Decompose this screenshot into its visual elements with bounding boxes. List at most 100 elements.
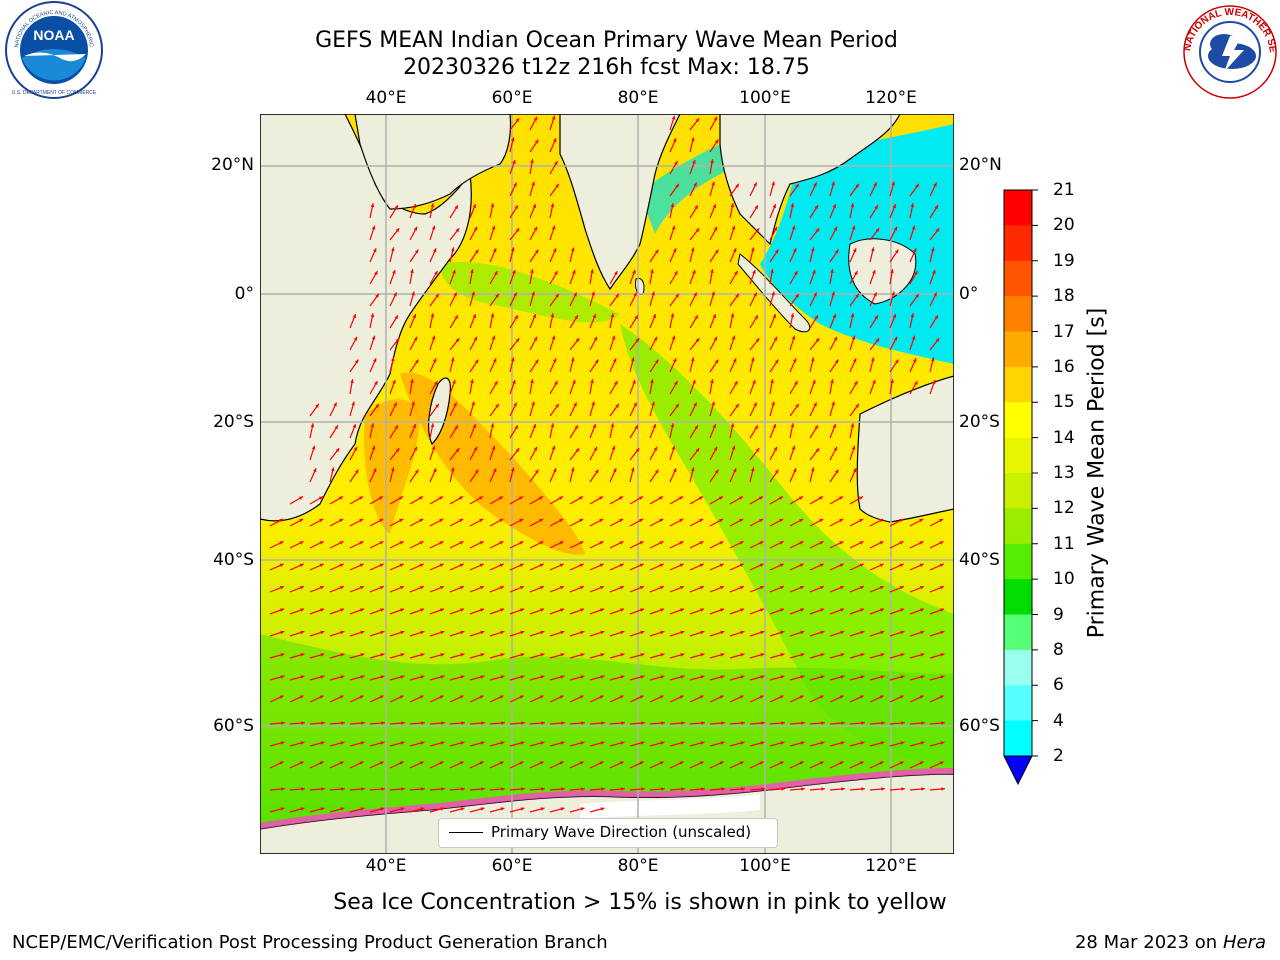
wave-arrow-head [340,608,345,612]
wave-arrow-head [699,761,704,765]
wave-arrow-head [472,204,476,209]
wave-arrow-head [434,271,438,275]
wave-arrow-head [479,695,484,699]
wave-arrow-head [512,159,516,164]
wave-arrow-head [373,468,377,473]
wave-arrow-head [839,519,844,523]
wave-arrow-head [851,335,856,340]
wave-arrow-head [670,203,675,208]
wave-arrow-head [731,445,736,450]
wave-arrow-head [399,695,404,699]
wave-arrow-head [400,630,405,635]
wave-arrow-head [281,787,285,791]
wave-arrow-head [560,653,565,657]
lon-tick-bottom: 120°E [865,856,917,876]
wave-arrow-head [771,291,775,296]
wave-arrow-head [914,381,918,385]
wave-arrow-head [620,630,625,635]
wave-arrow-head [694,315,698,320]
wave-arrow-head [871,357,875,362]
wave-arrow-head [555,293,559,298]
wave-arrow-head [779,541,784,545]
wave-arrow-head [739,761,744,765]
wave-arrow-head [919,519,924,523]
wave-arrow-head [854,271,858,275]
lat-tick-left: 20°S [213,412,254,432]
wave-arrow-head [341,721,345,725]
wave-arrow-head [734,271,738,275]
wave-arrow-head [501,721,505,725]
wave-arrow-head [472,314,476,319]
wave-arrow-head [840,653,845,657]
wave-arrow-head [520,608,525,612]
wave-arrow-head [553,358,557,363]
wave-arrow-head [939,586,944,590]
wave-arrow-head [413,336,417,341]
wave-arrow-head [880,608,885,612]
wave-arrow-head [392,379,396,384]
wave-arrow-head [759,761,764,765]
wave-arrow-head [933,182,937,187]
wave-arrow-head [659,586,664,590]
wave-arrow-head [933,292,937,297]
wave-arrow-head [831,401,835,406]
wave-arrow-head [832,314,836,319]
wave-arrow-head [539,586,544,590]
wave-arrow-head [795,293,799,298]
wave-arrow-head [733,358,737,363]
wave-arrow-head [359,586,364,590]
australia-land [856,375,954,523]
wave-arrow-head [771,181,775,186]
wave-arrow-head [673,358,677,363]
wave-arrow-head [540,653,545,657]
wave-arrow-head [620,741,625,745]
wave-arrow-head [311,445,316,450]
lon-tick-bottom: 40°E [365,856,407,876]
wave-arrow-head [515,338,520,343]
wave-arrow-head [880,630,885,635]
wave-arrow-head [673,248,677,253]
wave-arrow-head [940,675,945,679]
wave-arrow-head [455,338,460,343]
colorbar-tick: 19 [1053,250,1075,271]
wave-arrow-head [520,741,525,745]
legend-label: Primary Wave Direction (unscaled) [491,823,752,841]
wave-arrow-head [579,541,584,545]
wave-arrow-head [839,496,843,500]
wave-arrow-head [401,787,405,791]
wave-arrow-head [370,313,375,318]
wave-arrow-head [319,695,324,699]
lat-tick-left: 60°S [213,716,254,736]
colorbar-band [1004,473,1032,509]
wave-arrow-head [572,379,576,384]
lon-tick-top: 120°E [865,88,917,108]
wave-arrow-head [350,379,354,384]
colorbar-tick: 16 [1053,356,1075,377]
wave-arrow-head [599,695,604,699]
wave-arrow-head [491,445,496,450]
wave-arrow-head [874,315,878,320]
wave-arrow-head [891,291,895,296]
wave-arrow-head [853,248,857,253]
wave-arrow-head [559,541,564,545]
wave-arrow-head [859,761,864,765]
wave-arrow-head [480,630,485,635]
wave-arrow-head [320,807,325,811]
wave-arrow-head [451,467,455,472]
wave-arrow-head [519,496,523,500]
wave-arrow-head [619,586,624,590]
wave-arrow-head [755,338,760,343]
wave-arrow-head [579,761,584,765]
wave-arrow-head [559,586,564,590]
wave-arrow-head [499,761,504,765]
wave-arrow-head [899,563,904,567]
wave-arrow-head [940,608,945,612]
wave-arrow-head [700,608,705,612]
wave-arrow-head [855,183,859,188]
wave-arrow-head [379,761,384,765]
wave-arrow-head [754,205,758,210]
wave-arrow-head [872,269,876,274]
wave-arrow-head [811,247,815,252]
wave-arrow-head [411,291,415,296]
wave-arrow-head [653,336,657,341]
